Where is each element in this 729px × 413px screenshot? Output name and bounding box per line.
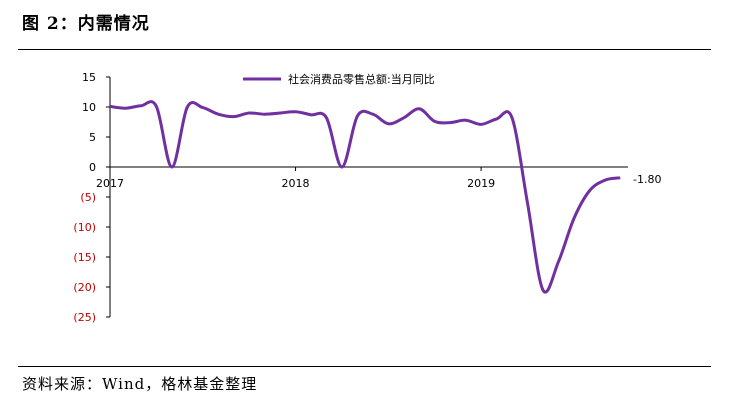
legend: 社会消费品零售总额:当月同比 [243, 72, 435, 86]
y-tick-label: (25) [73, 311, 96, 324]
figure-title: 图 2：内需情况 [22, 14, 150, 34]
x-tick-label: 2019 [467, 177, 495, 190]
y-axis: 15 10 5 0 (5) (10) (15) (20) (25) [73, 71, 111, 324]
y-tick-label: (15) [73, 251, 96, 264]
series-line [109, 100, 621, 294]
y-ticks: 15 10 5 0 (5) (10) (15) (20) (25) [73, 71, 110, 324]
y-tick-label: (10) [73, 221, 96, 234]
end-value-label: -1.80 [633, 173, 661, 186]
y-tick-label: 15 [82, 71, 96, 84]
x-tick-label: 2017 [96, 177, 124, 190]
y-tick-label: (5) [80, 191, 96, 204]
bottom-rule [18, 366, 711, 367]
top-rule [18, 49, 711, 50]
legend-label: 社会消费品零售总额:当月同比 [288, 72, 435, 86]
source-note: 资料来源：Wind，格林基金整理 [22, 375, 258, 393]
x-axis: 2017 2018 2019 [96, 166, 628, 190]
x-tick-label: 2018 [282, 177, 310, 190]
y-tick-label: 0 [89, 161, 96, 174]
y-tick-label: 5 [89, 131, 96, 144]
y-tick-label: (20) [73, 281, 96, 294]
y-tick-label: 10 [82, 101, 96, 114]
series-layer [109, 100, 621, 294]
x-ticks: 2017 2018 2019 [96, 167, 495, 190]
